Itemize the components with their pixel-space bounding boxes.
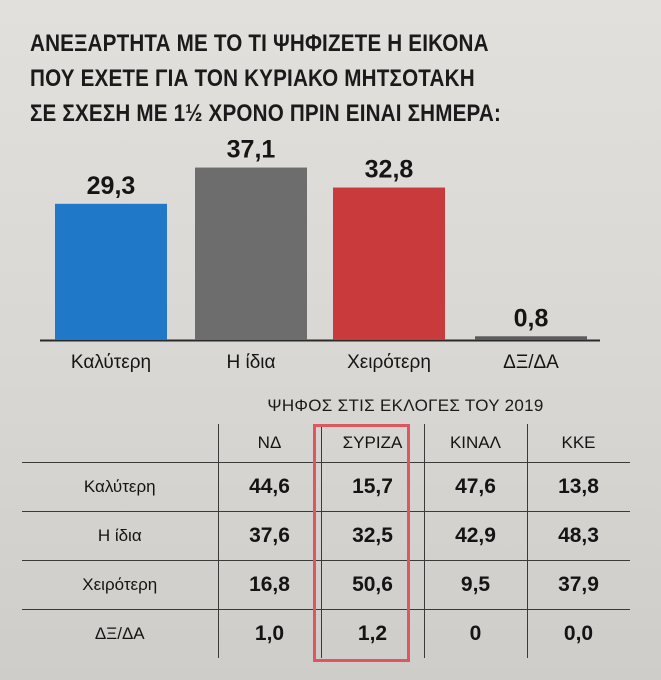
table-caption: ΨΗΦΟΣ ΣΤΙΣ ΕΚΛΟΓΕΣ ΤΟΥ 2019 xyxy=(267,396,544,415)
title-line-2: ΠΟΥ ΕΧΕΤΕ ΓΙΑ ΤΟΝ ΚΥΡΙΑΚΟ ΜΗΤΣΟΤΑΚΗ xyxy=(30,65,475,92)
bar-1 xyxy=(195,167,307,340)
table-cell: 9,5 xyxy=(423,560,528,610)
table-row: Χειρότερη 16,8 50,6 9,5 37,9 xyxy=(22,560,630,610)
table-header-row: ΝΔ ΣΥΡΙΖΑ ΚΙΝΑΛ ΚΚΕ xyxy=(22,424,630,463)
table-row: ΔΞ/ΔΑ 1,0 1,2 0 0,0 xyxy=(22,609,630,658)
row-label: Η ίδια xyxy=(22,511,219,561)
table-row: Η ίδια 37,6 32,5 42,9 48,3 xyxy=(22,511,630,561)
title-line-1: ΑΝΕΞΑΡΤΗΤΑ ΜΕ ΤΟ ΤΙ ΨΗΦΙΖΕΤΕ Η ΕΙΚΟΝΑ xyxy=(30,30,489,57)
table-cell: 1,0 xyxy=(217,609,322,658)
vote-breakdown-table: ΝΔ ΣΥΡΙΖΑ ΚΙΝΑΛ ΚΚΕ Καλύτερη 44,6 15,7 4… xyxy=(22,424,630,658)
column-header: ΝΔ xyxy=(217,424,322,463)
table-cell: 32,5 xyxy=(320,511,425,561)
table-corner-cell xyxy=(22,424,219,463)
bar-0 xyxy=(55,203,167,340)
table-cell: 44,6 xyxy=(217,462,322,512)
column-header: ΚΙΝΑΛ xyxy=(423,424,528,463)
row-label: Καλύτερη xyxy=(22,462,219,512)
bar-value-label: 0,8 xyxy=(514,304,549,332)
bar-value-label: 37,1 xyxy=(227,140,276,164)
bar-value-label: 32,8 xyxy=(365,156,414,184)
table-cell: 50,6 xyxy=(320,560,425,610)
column-header: ΚΚΕ xyxy=(526,424,630,463)
bar-2 xyxy=(333,187,445,340)
row-label: Χειρότερη xyxy=(22,560,219,610)
table-cell: 47,6 xyxy=(423,462,528,512)
category-label: Χειρότερη xyxy=(347,352,431,373)
table-cell: 13,8 xyxy=(526,462,630,512)
table-cell: 0 xyxy=(423,609,528,658)
table-cell: 15,7 xyxy=(320,462,425,512)
bar-3 xyxy=(475,336,587,340)
category-label: ΔΞ/ΔΑ xyxy=(503,352,559,373)
column-header: ΣΥΡΙΖΑ xyxy=(320,424,425,463)
bar-chart: 29,3 Καλύτερη 37,1 Η ίδια 32,8 Χειρότερη 0,8 ΔΞ… xyxy=(40,140,600,373)
table-cell: 37,9 xyxy=(526,560,630,610)
table-cell: 16,8 xyxy=(217,560,322,610)
category-label: Η ίδια xyxy=(226,352,275,373)
title-line-3: ΣΕ ΣΧΕΣΗ ΜΕ 1½ ΧΡΟΝΟ ΠΡΙΝ ΕΙΝΑΙ ΣΗΜΕΡΑ: xyxy=(30,100,502,127)
table-cell: 42,9 xyxy=(423,511,528,561)
chart-title: ΑΝΕΞΑΡΤΗΤΑ ΜΕ ΤΟ ΤΙ ΨΗΦΙΖΕΤΕ Η ΕΙΚΟΝΑ ΠΟ… xyxy=(30,26,555,131)
table-cell: 1,2 xyxy=(320,609,425,658)
bar-value-label: 29,3 xyxy=(87,172,136,200)
table-cell: 37,6 xyxy=(217,511,322,561)
table-cell: 48,3 xyxy=(526,511,630,561)
row-label: ΔΞ/ΔΑ xyxy=(22,609,219,658)
table-cell: 0,0 xyxy=(526,609,630,658)
table-row: Καλύτερη 44,6 15,7 47,6 13,8 xyxy=(22,462,630,512)
category-label: Καλύτερη xyxy=(71,352,151,373)
